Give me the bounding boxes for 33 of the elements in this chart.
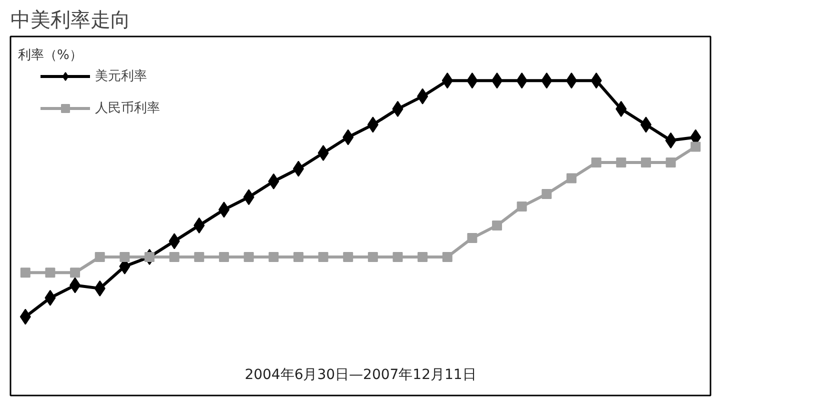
point: [120, 252, 130, 262]
legend-label: 人民币利率: [95, 100, 160, 117]
point: [516, 202, 527, 212]
point: [343, 252, 354, 262]
chart-title: 中美利率走向: [10, 8, 130, 32]
y-axis-title: 利率（%）: [18, 46, 82, 63]
point: [194, 252, 204, 262]
point: [244, 252, 254, 262]
point: [640, 157, 651, 168]
point: [418, 252, 428, 262]
point: [293, 252, 304, 262]
point: [616, 157, 626, 168]
point: [20, 268, 30, 278]
point: [94, 252, 105, 262]
point: [318, 252, 328, 262]
point: [666, 157, 676, 168]
point: [169, 252, 180, 262]
legend-label: 美元利率: [95, 68, 147, 85]
point: [690, 142, 701, 152]
point: [45, 268, 56, 278]
point: [392, 252, 403, 262]
point: [442, 252, 452, 262]
point: [218, 252, 229, 262]
point: [492, 220, 502, 230]
point: [368, 252, 378, 262]
point: [591, 157, 602, 168]
point: [144, 252, 155, 262]
point: [467, 233, 478, 244]
point: [566, 173, 576, 184]
point: [542, 188, 552, 199]
x-axis-title: 2004年6月30日—2007年12月11日: [244, 366, 476, 383]
point: [268, 252, 279, 262]
point: [70, 268, 80, 278]
